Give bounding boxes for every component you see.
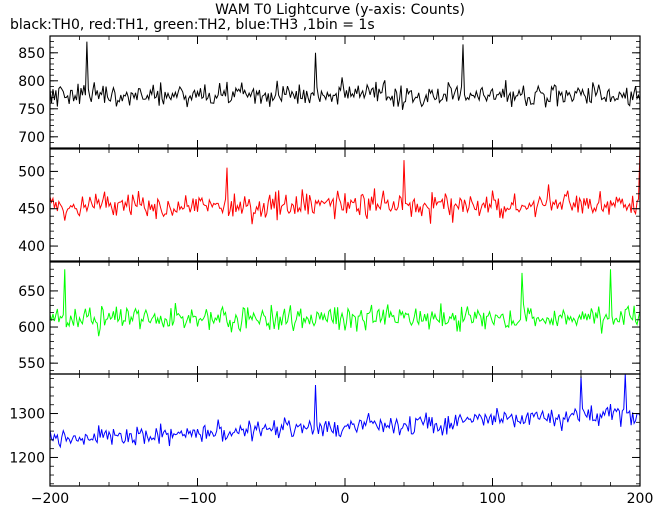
chart-title: WAM T0 Lightcurve (y-axis: Counts) (215, 2, 465, 18)
x-tick-label: 0 (341, 491, 350, 505)
panel-th3: 1200 1300 (9, 373, 641, 487)
series-line-th0 (50, 41, 640, 110)
x-tick-label: −200 (31, 491, 69, 505)
panel-th1: 400 450 500 (18, 148, 641, 262)
panel-frame (49, 373, 641, 487)
y-tick-label: 700 (18, 130, 45, 146)
y-tick-label: 500 (18, 164, 45, 180)
y-tick-label: 550 (18, 356, 45, 372)
panels-layer: 700 750 800 850 400 450 500 550 600 650 1200 1300 (9, 35, 641, 487)
y-tick-label: 650 (18, 284, 45, 300)
y-tick-label: 850 (18, 46, 45, 62)
panel-th0: 700 750 800 850 (18, 35, 641, 149)
series-line-th2 (50, 269, 640, 337)
x-tick-label: 100 (479, 491, 506, 505)
y-tick-label: 1300 (9, 407, 45, 423)
y-tick-label: 800 (18, 74, 45, 90)
x-axis-labels: −200 −100 0 100 200 (31, 491, 654, 505)
panel-frame (49, 148, 641, 262)
chart-subtitle: black:TH0, red:TH1, green:TH2, blue:TH3 … (10, 17, 375, 33)
series-line-th3 (50, 374, 640, 449)
y-tick-label: 600 (18, 320, 45, 336)
x-tick-label: −100 (178, 491, 216, 505)
series-line-th1 (50, 149, 640, 225)
y-tick-label: 1200 (9, 450, 45, 466)
y-tick-label: 750 (18, 102, 45, 118)
x-tick-label: 200 (627, 491, 654, 505)
panel-th2: 550 600 650 (18, 261, 641, 375)
y-tick-label: 400 (18, 239, 45, 255)
y-tick-label: 450 (18, 202, 45, 218)
